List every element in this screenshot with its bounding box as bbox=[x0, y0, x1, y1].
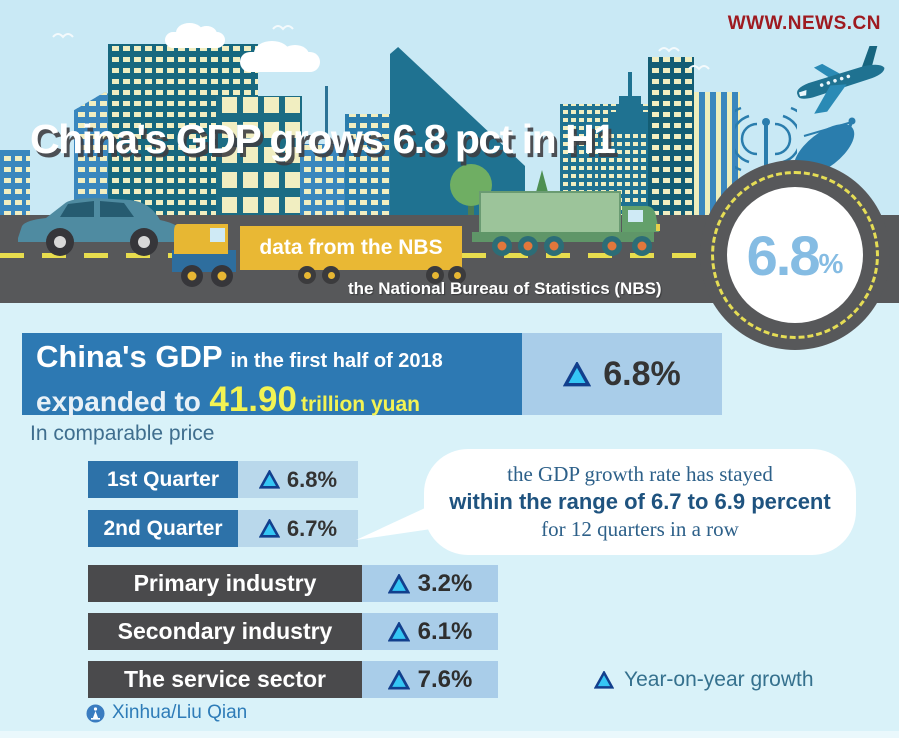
quarter-row-label: 1st Quarter bbox=[88, 461, 238, 498]
growth-triangle-icon bbox=[258, 519, 280, 538]
bird-icon bbox=[658, 47, 680, 53]
credit-line: Xinhua/Liu Qian bbox=[86, 702, 247, 724]
growth-triangle-icon bbox=[387, 573, 410, 594]
growth-triangle-icon bbox=[258, 470, 280, 489]
speech-bubble: the GDP growth rate has stayed within th… bbox=[424, 449, 856, 555]
growth-triangle-icon bbox=[387, 621, 410, 642]
bubble-line-3: for 12 quarters in a row bbox=[541, 517, 739, 541]
credit-text: Xinhua/Liu Qian bbox=[112, 702, 248, 723]
badge-value: 6.8 bbox=[746, 223, 821, 287]
headline-amount-unit: trillion yuan bbox=[300, 393, 420, 416]
truck-wheel-icon bbox=[426, 266, 444, 284]
headline-growth-value: 6.8% bbox=[603, 354, 681, 393]
headline-growth-panel: 6.8% bbox=[522, 333, 722, 415]
tree-trunk bbox=[468, 200, 474, 222]
building bbox=[0, 150, 30, 222]
nbs-banner: data from the NBS bbox=[240, 226, 462, 270]
cloud-icon bbox=[165, 23, 225, 48]
industry-growth-value: 3.2% bbox=[417, 569, 473, 597]
quarter-growth-value: 6.8% bbox=[286, 466, 338, 492]
bottom-strip bbox=[0, 731, 899, 738]
truck-wheel-icon bbox=[298, 266, 316, 284]
data-source-label: the National Bureau of Statistics (NBS) bbox=[348, 279, 662, 298]
industry-row-label: Secondary industry bbox=[88, 613, 362, 650]
building bbox=[648, 57, 694, 222]
growth-triangle-icon bbox=[563, 361, 592, 386]
industry-growth-value: 7.6% bbox=[417, 665, 473, 693]
spire-tier bbox=[610, 112, 650, 134]
truck-wheel-icon bbox=[322, 266, 340, 284]
xinhua-logo bbox=[86, 704, 105, 722]
car-icon bbox=[18, 198, 184, 256]
badge-dashed-ring bbox=[711, 171, 879, 339]
spire-tier bbox=[619, 96, 641, 112]
growth-badge: 6.8 % bbox=[700, 160, 890, 350]
quarter-growth-value: 6.7% bbox=[286, 515, 338, 541]
industry-row-value: 3.2% bbox=[362, 565, 498, 602]
quarter-row-value: 6.8% bbox=[238, 461, 358, 498]
industry-row-label: Primary industry bbox=[88, 565, 362, 602]
green-truck-icon bbox=[472, 191, 660, 256]
site-url: WWW.NEWS.CN bbox=[727, 13, 881, 34]
airplane-icon bbox=[797, 46, 885, 114]
building bbox=[216, 96, 302, 222]
spire-needle bbox=[628, 72, 632, 98]
industry-row-label: The service sector bbox=[88, 661, 362, 698]
headline-prefix: expanded to bbox=[36, 386, 201, 417]
legend-label: Year-on-year growth bbox=[624, 668, 814, 691]
legend: Year-on-year growth bbox=[594, 668, 814, 692]
bird-icon bbox=[272, 25, 294, 31]
headline-amount: 41.90 bbox=[209, 380, 297, 419]
truck-wheel-icon bbox=[448, 266, 466, 284]
industry-row-value: 6.1% bbox=[362, 613, 498, 650]
badge-unit: % bbox=[818, 248, 844, 279]
comparable-price-note: In comparable price bbox=[30, 422, 215, 445]
industry-row-value: 7.6% bbox=[362, 661, 498, 698]
quarter-row-label: 2nd Quarter bbox=[88, 510, 238, 547]
quarter-row-value: 6.7% bbox=[238, 510, 358, 547]
bird-icon bbox=[52, 33, 74, 39]
badge-core: 6.8 % bbox=[727, 187, 863, 323]
headline-box: China's GDP in the first half of 2018 exp… bbox=[22, 333, 522, 418]
bird-icon bbox=[688, 65, 710, 71]
speech-bubble-tail bbox=[356, 502, 438, 540]
bubble-line-2: within the range of 6.7 to 6.9 percent bbox=[449, 489, 831, 514]
bubble-line-1: the GDP growth rate has stayed bbox=[507, 462, 773, 486]
cloud-icon bbox=[240, 41, 320, 72]
industry-growth-value: 6.1% bbox=[417, 617, 473, 645]
headline-lead: China's GDP bbox=[36, 339, 223, 374]
headline-lead-rest: in the first half of 2018 bbox=[230, 350, 443, 372]
growth-triangle-icon bbox=[594, 671, 614, 689]
truck-cab-icon bbox=[172, 224, 236, 287]
sky-band: WWW.NEWS.CN bbox=[0, 0, 899, 222]
page-title: China's GDP grows 6.8 pct in H1 bbox=[30, 116, 616, 162]
antenna-mast bbox=[325, 86, 328, 144]
growth-triangle-icon bbox=[387, 669, 410, 690]
